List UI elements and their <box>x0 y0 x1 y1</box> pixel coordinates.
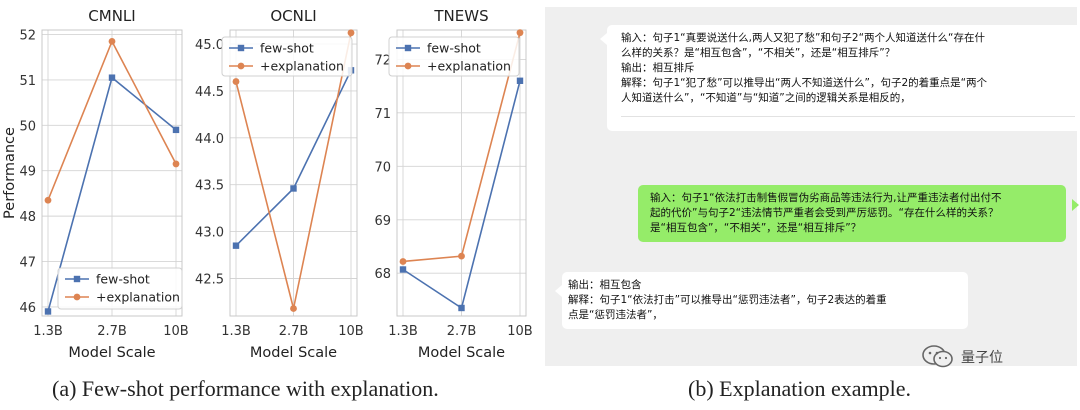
bubble-tail <box>555 285 562 297</box>
chart-title: CMNLI <box>88 7 135 25</box>
prompt-line: 输出：相互排斥 <box>621 62 695 74</box>
x-tick-label: 1.3B <box>221 324 251 339</box>
bubble-divider <box>621 116 1075 117</box>
prompt-line: 解释：句子1“犯了愁”可以推导出“两人不知道送什么”，句子2的着重点是“两个 <box>621 77 988 89</box>
y-tick-label: 48 <box>19 210 36 225</box>
y-tick-label: 72 <box>374 53 391 68</box>
output-line: 输出：相互包含 <box>568 279 642 291</box>
bubble-tail <box>600 33 607 45</box>
caption-right: (b) Explanation example. <box>688 376 911 401</box>
wechat-icon <box>922 345 953 368</box>
prompt-line: 输入：句子1“真要说送什么,两人又犯了愁”和句子2“两个人知道送什么“存在什 <box>621 32 985 44</box>
data-point <box>399 266 407 273</box>
y-axis-label: Performance <box>2 127 18 219</box>
data-point <box>44 308 52 315</box>
chart-title: OCNLI <box>270 7 316 25</box>
data-point <box>347 29 355 37</box>
watermark-text: 量子位 <box>961 350 1003 366</box>
input-line: 起的代价”与句子2“违法情节严重者会受到严厉惩罚。“存在什么样的关系？ <box>650 207 999 219</box>
y-tick-label: 44.5 <box>195 85 224 100</box>
data-point <box>458 252 465 260</box>
input-bubble: 输入：句子1“依法打击制售假冒伪劣商品等违法行为,让严重违法者付出付不 起的代价… <box>638 185 1066 242</box>
input-line: 输入：句子1“依法打击制售假冒伪劣商品等违法行为,让严重违法者付出付不 <box>650 192 1002 204</box>
bubble-tail <box>1072 199 1079 211</box>
y-tick-label: 47 <box>19 256 36 271</box>
chart-title: TNEWS <box>433 7 488 25</box>
prompt-line: 人知道送什么”，“不知道”与“知道”之间的逻辑关系是相反的， <box>621 92 911 104</box>
data-point <box>172 126 180 134</box>
legend-swatch-marker <box>404 62 412 70</box>
y-tick-label: 46 <box>19 301 36 316</box>
prompt-bubble: 输入：句子1“真要说送什么,两人又犯了愁”和句子2“两个人知道送什么“存在什 么… <box>607 25 1080 131</box>
x-tick-label: 10B <box>338 324 363 339</box>
y-tick-label: 52 <box>19 29 36 44</box>
data-point <box>44 196 52 204</box>
line-charts: 46 47 48 49 50 51 52 1.3B 2.7B 10B CMNLI Model Scal… <box>2 7 533 361</box>
data-point <box>172 160 180 168</box>
legend-label: +explanation <box>96 290 180 305</box>
legend-swatch-marker <box>73 293 81 301</box>
x-tick-label: 10B <box>163 324 188 339</box>
plot-frame <box>229 29 358 317</box>
y-tick-label: 70 <box>374 160 391 175</box>
legend-swatch-marker <box>73 275 81 283</box>
data-point <box>516 29 524 37</box>
legend-label: +explanation <box>260 59 344 74</box>
output-line: 解释：句子1“依法打击”可以推导出“惩罚违法者”，句子2表达的着重 <box>568 294 887 306</box>
legend-box <box>221 36 353 77</box>
output-line: 点是“惩罚违法者”， <box>568 309 663 321</box>
data-point <box>516 77 524 84</box>
x-tick-label: 2.7B <box>97 324 127 339</box>
prompt-line: 么样的关系？是“相互包含”，“不相关”，还是“相互排斥”？ <box>621 47 896 59</box>
y-tick-label: 51 <box>19 74 36 89</box>
y-tick-label: 44.0 <box>195 132 224 147</box>
data-point <box>232 242 240 249</box>
legend-swatch-marker <box>237 62 245 70</box>
x-tick-label: 2.7B <box>447 324 477 339</box>
data-point <box>399 258 407 265</box>
legend-label: few-shot <box>260 41 314 56</box>
watermark: 量子位 <box>921 344 1003 370</box>
legend-swatch-marker <box>237 44 245 52</box>
y-tick-label: 50 <box>19 119 36 134</box>
x-tick-label: 2.7B <box>279 324 309 339</box>
caption-left: (a) Few-shot performance with explanatio… <box>52 376 439 401</box>
plot-frame <box>41 29 183 317</box>
data-point <box>232 78 240 85</box>
input-line: 是“相互包含”，“不相关”，还是“相互排斥”？ <box>650 222 862 234</box>
legend-label: few-shot <box>96 272 150 287</box>
data-point <box>108 37 116 45</box>
x-axis-label: Model Scale <box>68 345 155 361</box>
chat-panel: 输入：句子1“真要说送什么,两人又犯了愁”和句子2“两个人知道送什么“存在什 么… <box>545 7 1080 366</box>
x-tick-label: 1.3B <box>388 324 418 339</box>
y-tick-label: 43.0 <box>195 226 224 241</box>
plot-frame <box>396 29 527 317</box>
y-tick-label: 68 <box>374 267 391 282</box>
legend-label: few-shot <box>427 41 481 56</box>
legend-label: +explanation <box>427 59 511 74</box>
y-tick-label: 42.5 <box>195 272 224 287</box>
y-tick-label: 49 <box>19 165 36 180</box>
data-point <box>458 304 465 312</box>
data-point <box>108 74 116 81</box>
x-axis-label: Model Scale <box>418 345 505 361</box>
output-bubble: 输出：相互包含 解释：句子1“依法打击”可以推导出“惩罚违法者”，句子2表达的着… <box>562 272 968 329</box>
x-axis-label: Model Scale <box>250 345 337 361</box>
legend-box <box>388 36 520 77</box>
x-tick-label: 1.3B <box>33 324 63 339</box>
y-tick-label: 43.5 <box>195 179 224 194</box>
y-tick-label: 69 <box>374 214 391 229</box>
data-point <box>290 185 297 192</box>
y-tick-label: 71 <box>374 107 391 122</box>
x-tick-label: 10B <box>507 324 532 339</box>
legend-swatch-marker <box>404 44 412 52</box>
data-point <box>290 305 297 312</box>
y-tick-label: 45.0 <box>195 38 224 53</box>
